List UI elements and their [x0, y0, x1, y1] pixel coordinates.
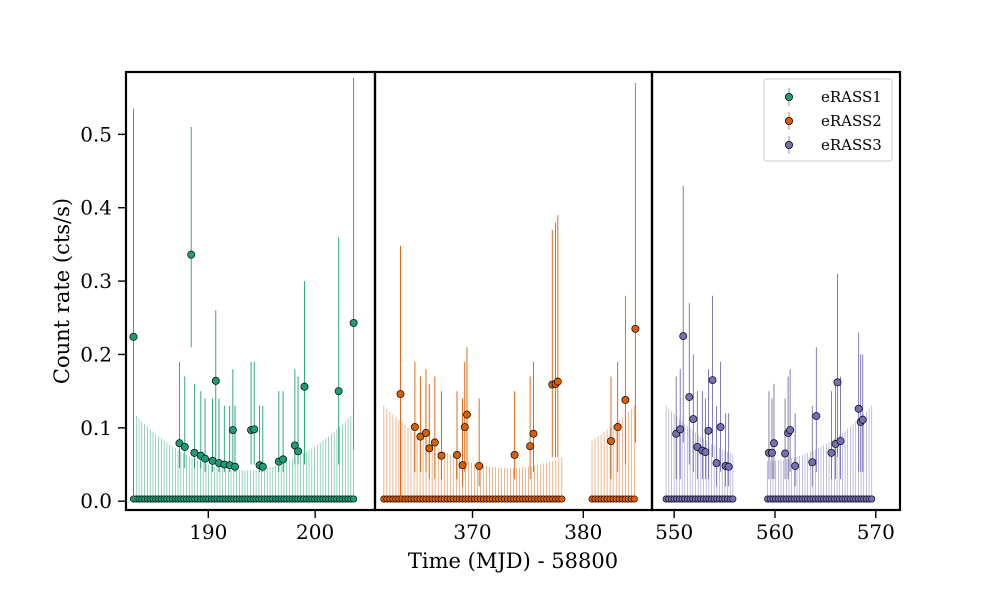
x-tick-label: 550 — [655, 520, 693, 544]
data-point — [425, 444, 434, 453]
data-point — [460, 423, 469, 432]
data-point — [631, 324, 640, 333]
y-tick-label: 0.5 — [80, 122, 112, 146]
data-point — [300, 382, 309, 391]
data-point — [211, 376, 220, 385]
data-point — [175, 439, 184, 448]
data-point — [228, 426, 237, 434]
data-point — [679, 332, 688, 341]
panel-1: 190 200 — [124, 70, 377, 544]
data-point — [453, 451, 461, 459]
panel-data-3 — [662, 185, 876, 503]
data-point — [410, 423, 419, 432]
legend: eRASS1 eRASS2 eRASS3 — [763, 78, 893, 162]
x-tick-label: 570 — [857, 520, 895, 544]
data-point — [437, 451, 446, 460]
data-point — [836, 437, 845, 445]
y-axis-label: Count rate (cts/s) — [50, 198, 74, 384]
panel-2: 370 380 — [373, 70, 654, 544]
data-point — [529, 429, 538, 438]
zero-point — [868, 495, 876, 503]
data-point — [416, 432, 425, 441]
data-point — [430, 438, 439, 447]
data-point — [258, 462, 267, 471]
data-point — [422, 429, 430, 437]
data-point — [812, 412, 821, 421]
x-axis-label: Time (MJD) - 58800 — [408, 549, 618, 573]
y-tick-label: 0.4 — [80, 196, 112, 220]
data-point — [676, 425, 685, 434]
data-point — [294, 447, 303, 456]
data-point — [827, 448, 836, 457]
panel-data-2 — [380, 83, 640, 503]
panel-data-1 — [129, 77, 358, 503]
x-tick-label: 200 — [296, 520, 334, 544]
data-point — [621, 395, 630, 404]
data-point — [768, 448, 776, 457]
legend-frame — [763, 78, 893, 162]
zero-point — [630, 495, 638, 503]
data-point — [833, 378, 842, 387]
data-point — [708, 376, 717, 385]
data-point — [349, 318, 358, 327]
y-tick-label: 0.0 — [80, 489, 112, 513]
panel-3: 550 560 570 — [650, 70, 902, 544]
data-point — [613, 423, 622, 432]
data-point — [701, 448, 710, 456]
data-point — [129, 332, 138, 341]
y-tick-label: 0.3 — [80, 269, 112, 293]
legend-marker-erass3 — [785, 140, 794, 149]
legend-marker-erass1 — [785, 93, 794, 102]
y-tick-label: 0.2 — [80, 342, 112, 366]
data-point — [786, 426, 795, 434]
legend-label-erass2: eRASS2 — [821, 112, 882, 130]
data-point — [607, 437, 615, 445]
legend-label-erass1: eRASS1 — [821, 88, 882, 106]
data-point — [685, 393, 694, 401]
zero-point — [350, 495, 358, 503]
zero-point — [729, 495, 737, 503]
data-point — [689, 415, 698, 423]
data-point — [475, 462, 484, 470]
data-point — [716, 423, 725, 432]
plot-layer: 190 200 370 380 550 560 570 0.0 0.1 0.2 0.3 0.4 0.5 — [80, 70, 902, 544]
legend-marker-erass2 — [785, 117, 794, 126]
data-point — [770, 439, 778, 448]
legend-entry-erass3: eRASS3 — [785, 136, 882, 154]
data-point — [854, 404, 863, 413]
data-point — [250, 425, 259, 434]
data-point — [712, 459, 721, 467]
panel-frame-1 — [124, 70, 377, 512]
legend-entry-erass1: eRASS1 — [785, 88, 882, 106]
data-point — [396, 390, 405, 399]
legend-entry-erass2: eRASS2 — [785, 112, 882, 130]
data-point — [781, 449, 790, 458]
y-tick-label: 0.1 — [80, 416, 112, 440]
data-point — [704, 426, 713, 435]
data-point — [526, 442, 535, 451]
legend-label-erass3: eRASS3 — [821, 136, 882, 154]
data-point — [190, 448, 199, 457]
data-point — [510, 451, 519, 459]
data-point — [808, 458, 817, 467]
data-point — [791, 462, 800, 470]
x-tick-label: 380 — [564, 520, 602, 544]
data-point — [231, 462, 239, 471]
data-point — [187, 250, 196, 259]
data-point — [201, 454, 210, 463]
data-point — [858, 415, 867, 424]
data-point — [279, 455, 288, 464]
data-point — [180, 442, 189, 451]
data-point — [724, 462, 733, 471]
data-point — [463, 410, 471, 419]
panel-frame-3 — [650, 70, 902, 512]
zero-point — [558, 495, 566, 503]
x-tick-label: 190 — [189, 520, 227, 544]
data-point — [553, 377, 562, 386]
x-tick-label: 560 — [756, 520, 794, 544]
data-point — [458, 461, 467, 470]
data-point — [334, 387, 343, 396]
x-tick-label: 370 — [453, 520, 491, 544]
